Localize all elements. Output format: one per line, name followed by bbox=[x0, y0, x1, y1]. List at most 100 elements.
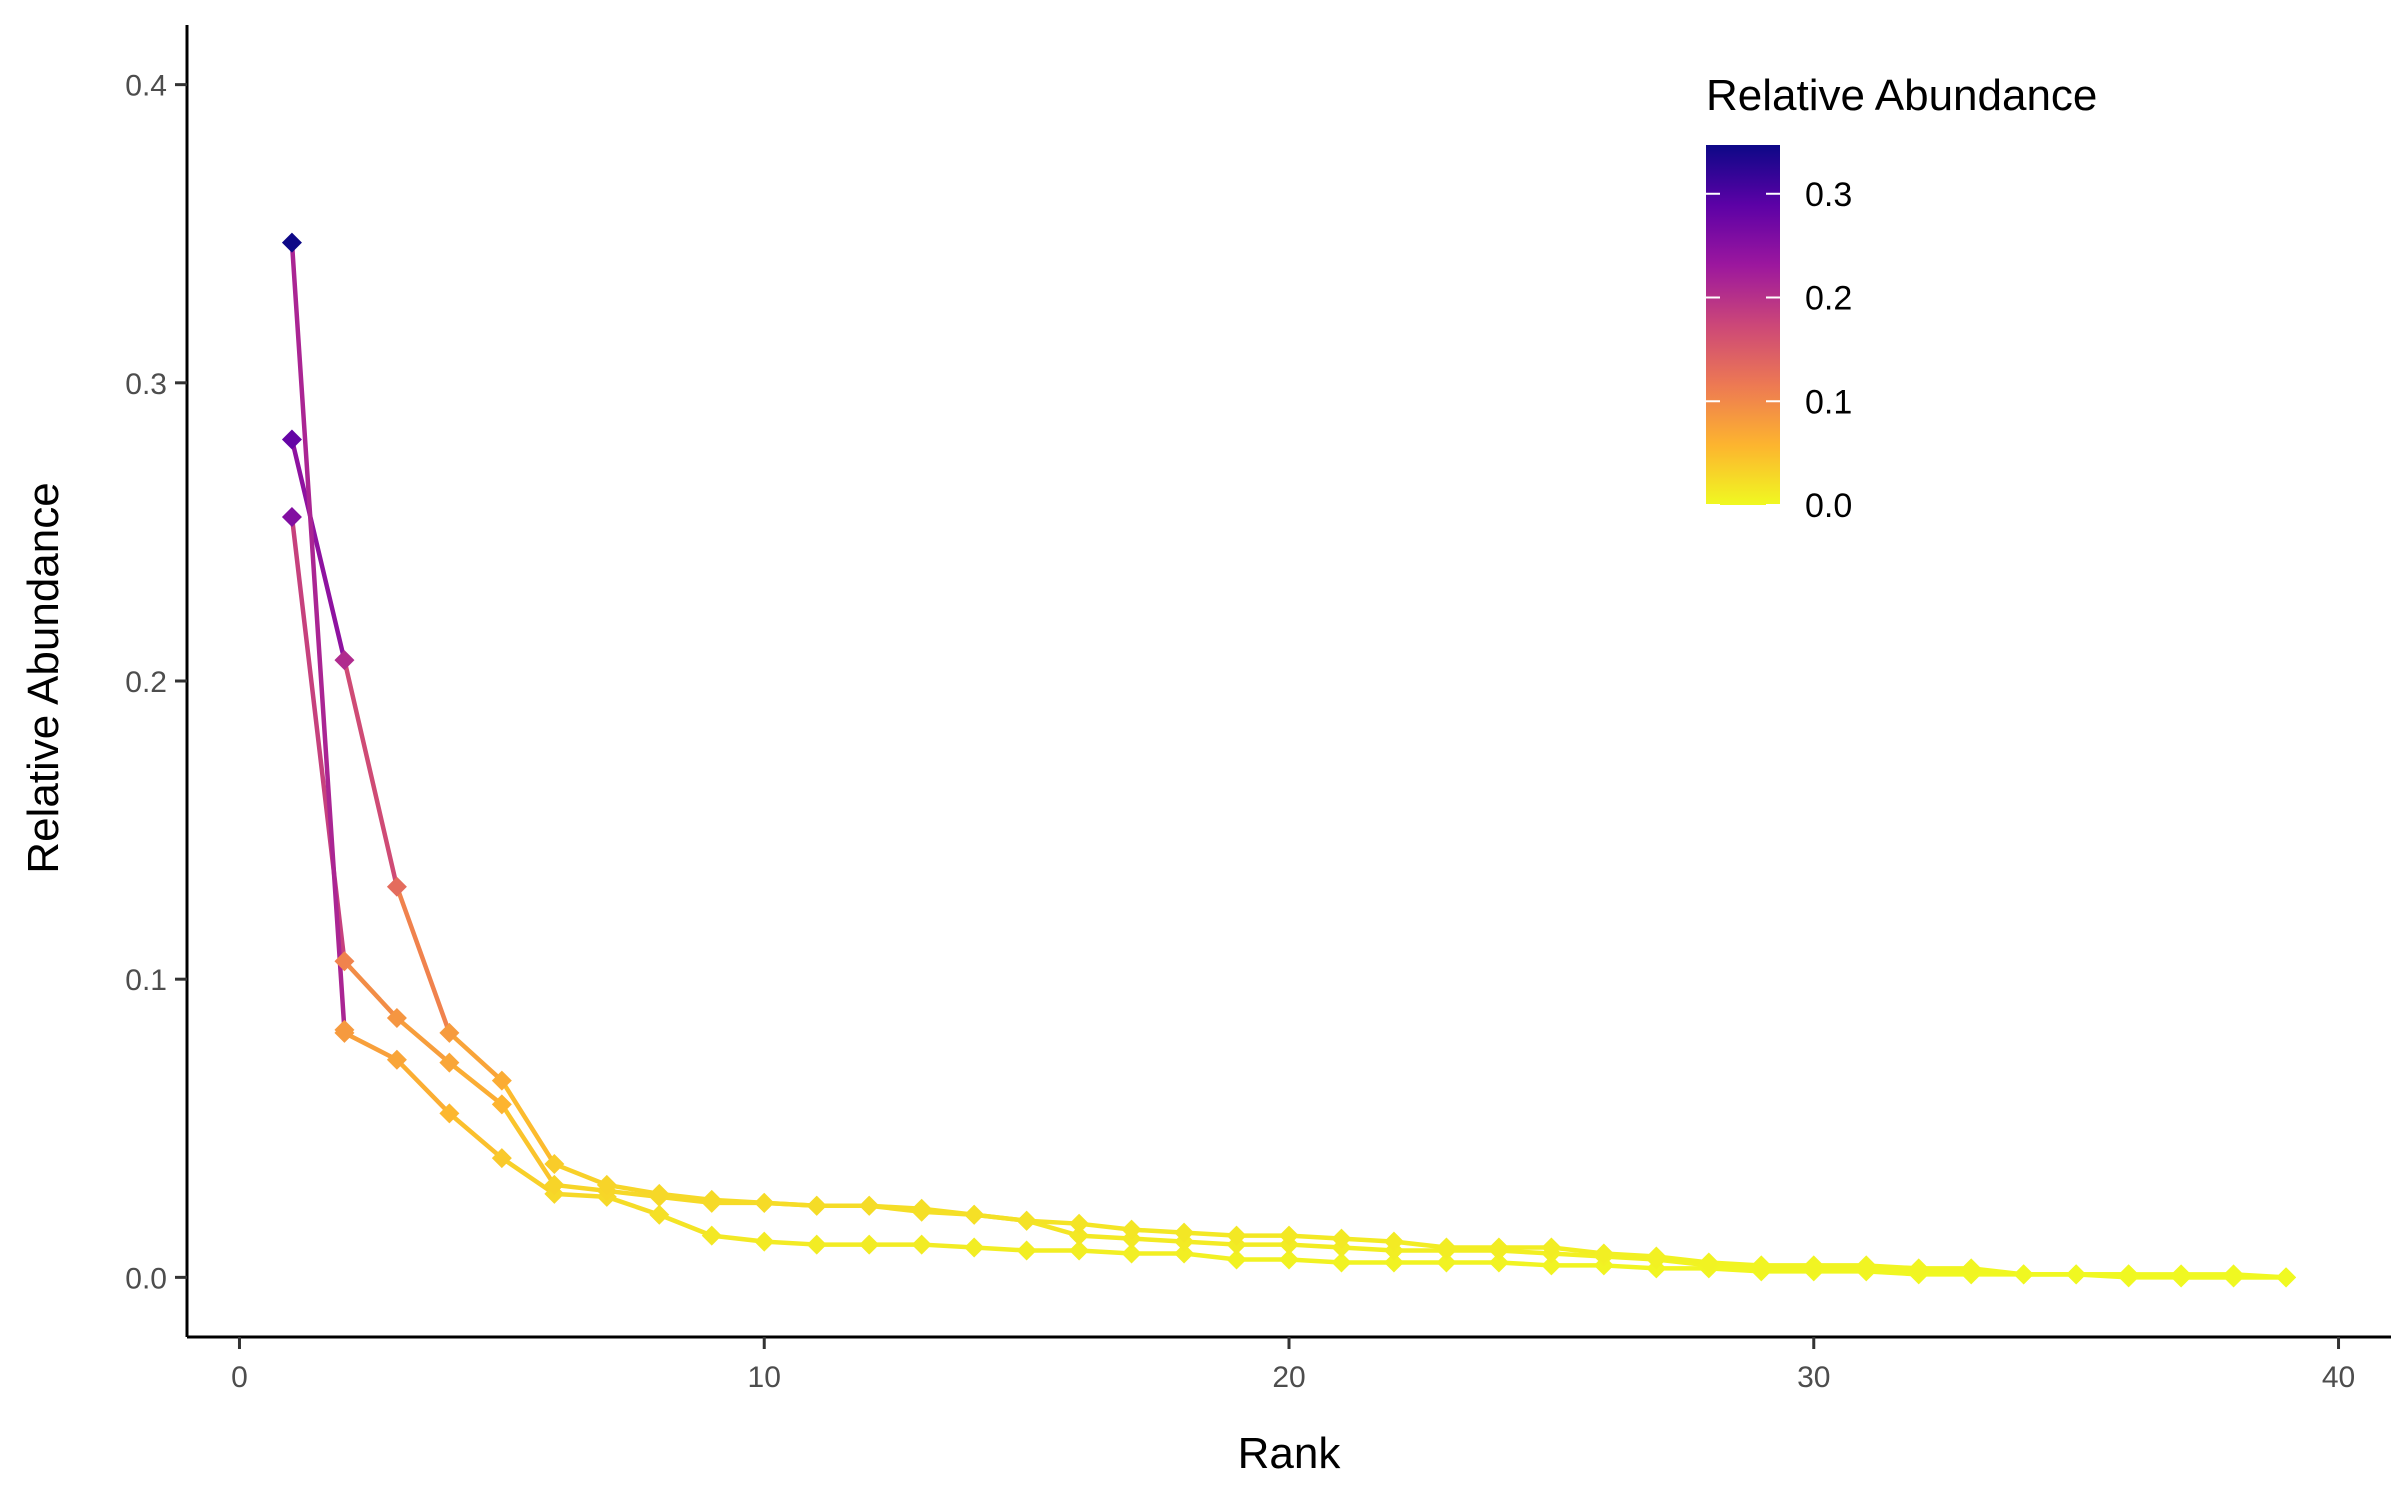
y-tick-label: 0.0 bbox=[125, 1262, 167, 1295]
series-line-segment bbox=[394, 1015, 452, 1065]
data-point bbox=[1436, 1237, 1457, 1258]
y-tick-label: 0.3 bbox=[125, 368, 167, 401]
data-point bbox=[281, 429, 302, 450]
data-point bbox=[754, 1231, 775, 1252]
data-point bbox=[1121, 1219, 1142, 1240]
series-line-segment bbox=[447, 1111, 505, 1161]
data-point bbox=[544, 1174, 565, 1195]
data-point bbox=[1751, 1255, 1772, 1276]
y-axis-title: Relative Abundance bbox=[19, 482, 68, 873]
data-point bbox=[1383, 1231, 1404, 1252]
data-point bbox=[544, 1154, 565, 1175]
data-point bbox=[386, 1049, 407, 1070]
data-point bbox=[439, 1022, 460, 1043]
data-point bbox=[701, 1225, 722, 1246]
data-point bbox=[281, 232, 302, 253]
series-line-segment bbox=[447, 1060, 505, 1107]
data-point bbox=[1856, 1255, 1877, 1276]
data-point bbox=[806, 1234, 827, 1255]
data-point bbox=[1698, 1252, 1719, 1273]
data-point bbox=[439, 1103, 460, 1124]
data-point bbox=[649, 1204, 670, 1225]
series-line-segment bbox=[342, 959, 400, 1021]
series-line-segment bbox=[394, 1057, 452, 1116]
data-point bbox=[1436, 1252, 1457, 1273]
data-point bbox=[1961, 1258, 1982, 1279]
data-point bbox=[2276, 1267, 2297, 1288]
data-point bbox=[1488, 1252, 1509, 1273]
series-line-segment bbox=[604, 1182, 662, 1197]
data-point bbox=[1593, 1243, 1614, 1264]
data-point bbox=[1279, 1225, 1299, 1246]
y-tick-label: 0.4 bbox=[125, 70, 167, 103]
series-line-segment bbox=[342, 1030, 400, 1062]
data-point bbox=[1646, 1246, 1667, 1267]
data-point bbox=[596, 1174, 617, 1195]
data-point bbox=[859, 1234, 880, 1255]
data-point bbox=[1279, 1249, 1299, 1270]
data-point bbox=[1069, 1213, 1090, 1234]
series-line-segment bbox=[499, 1155, 557, 1197]
data-point bbox=[2066, 1264, 2087, 1285]
legend-title: Relative Abundance bbox=[1706, 71, 2097, 120]
data-point bbox=[911, 1201, 932, 1222]
data-point bbox=[1174, 1222, 1195, 1243]
data-point bbox=[859, 1195, 880, 1216]
data-point bbox=[1069, 1240, 1090, 1261]
data-point bbox=[1069, 1225, 1090, 1246]
series-line-segment bbox=[657, 1212, 715, 1238]
data-point bbox=[649, 1183, 670, 1204]
series-line-segment bbox=[499, 1078, 557, 1167]
colorbar-ticks: 0.0 0.1 0.2 0.3 bbox=[1706, 176, 1852, 525]
series-line-segment bbox=[499, 1102, 557, 1188]
y-axis-ticks: 0.0 0.1 0.2 0.3 0.4 bbox=[125, 70, 187, 1295]
data-point bbox=[806, 1195, 827, 1216]
colorbar-tick-label: 0.1 bbox=[1805, 383, 1852, 421]
colorbar-tick-label: 0.0 bbox=[1805, 487, 1852, 525]
x-axis-ticks: 0 10 20 30 40 bbox=[231, 1337, 2355, 1394]
data-point bbox=[386, 876, 407, 897]
data-point bbox=[1331, 1252, 1352, 1273]
data-point bbox=[1331, 1228, 1352, 1249]
data-point bbox=[491, 1070, 512, 1091]
colorbar-legend: Relative Abundance 0.0 0.1 0.2 0.3 bbox=[1706, 71, 2097, 525]
data-point bbox=[2171, 1264, 2192, 1285]
colorbar-tick-label: 0.3 bbox=[1805, 176, 1852, 214]
series-line-segment bbox=[289, 240, 347, 1033]
data-point bbox=[1803, 1255, 1824, 1276]
plot-points bbox=[281, 232, 2297, 1288]
series-line-segment bbox=[394, 884, 452, 1036]
x-tick-label: 40 bbox=[2322, 1361, 2355, 1394]
data-point bbox=[1383, 1252, 1404, 1273]
y-tick-label: 0.1 bbox=[125, 964, 167, 997]
data-point bbox=[334, 650, 355, 671]
y-tick-label: 0.2 bbox=[125, 666, 167, 699]
x-tick-label: 30 bbox=[1797, 1361, 1830, 1394]
data-point bbox=[386, 1007, 407, 1028]
colorbar bbox=[1706, 145, 1780, 505]
x-axis-title: Rank bbox=[1238, 1429, 1342, 1478]
data-point bbox=[2223, 1264, 2244, 1285]
data-point bbox=[334, 1019, 355, 1040]
data-point bbox=[1908, 1258, 1929, 1279]
data-point bbox=[1488, 1237, 1509, 1258]
data-point bbox=[701, 1189, 722, 1210]
data-point bbox=[964, 1204, 985, 1225]
data-point bbox=[1541, 1237, 1562, 1258]
data-point bbox=[1121, 1243, 1142, 1264]
data-point bbox=[964, 1237, 985, 1258]
series-line-segment bbox=[604, 1194, 662, 1217]
series-line-segment bbox=[289, 437, 347, 663]
series-line-segment bbox=[447, 1030, 505, 1083]
data-point bbox=[1174, 1243, 1195, 1264]
data-point bbox=[1016, 1240, 1037, 1261]
data-point bbox=[754, 1192, 775, 1213]
x-tick-label: 20 bbox=[1272, 1361, 1305, 1394]
colorbar-tick-label: 0.2 bbox=[1805, 280, 1852, 318]
data-point bbox=[2118, 1264, 2139, 1285]
data-point bbox=[281, 507, 302, 527]
data-point bbox=[491, 1094, 512, 1115]
data-point bbox=[1016, 1210, 1037, 1231]
